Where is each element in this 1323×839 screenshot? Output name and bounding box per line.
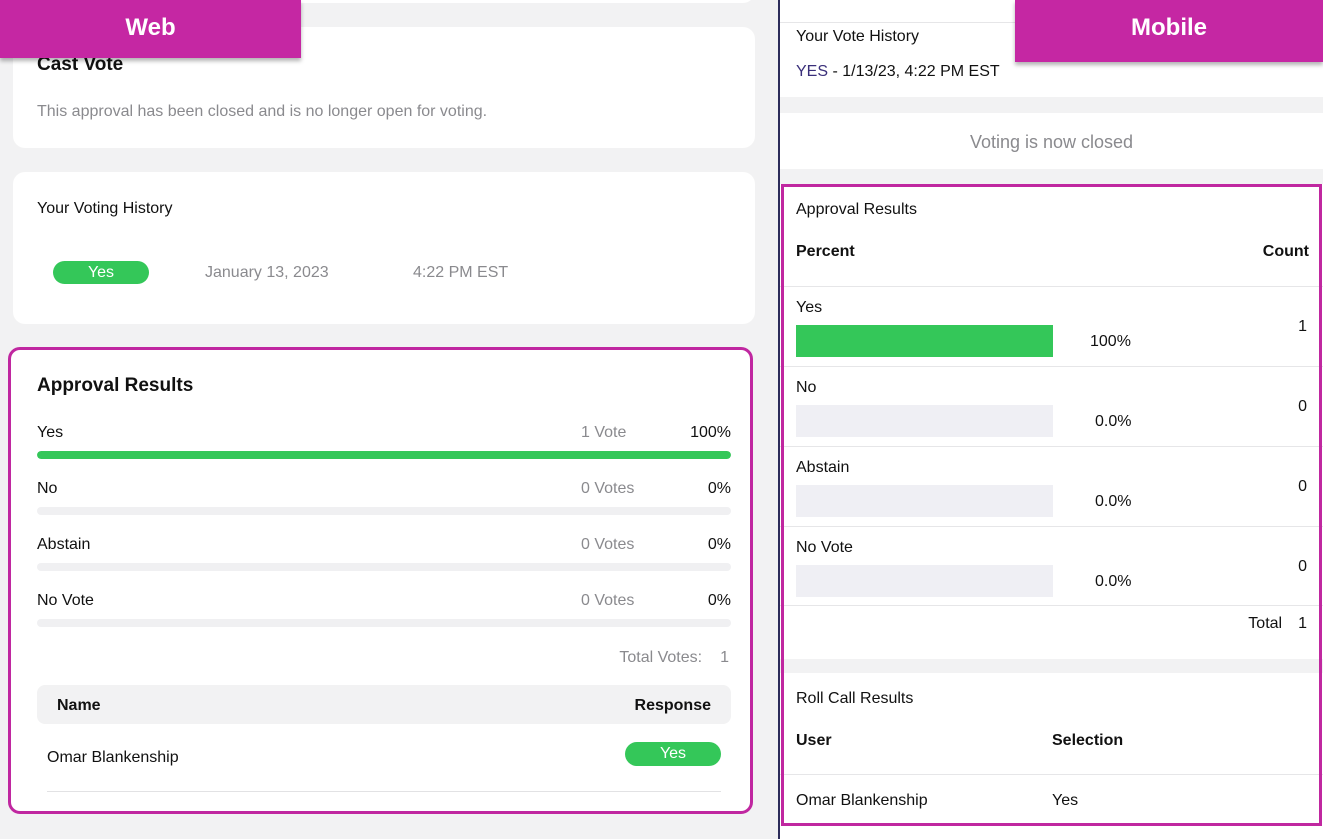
option-label: No Vote (796, 539, 853, 556)
vote-history-entry: YES - 1/13/23, 4:22 PM EST (796, 63, 1000, 81)
voting-closed-banner: Voting is now closed (780, 113, 1323, 169)
option-percent: 0.0% (1095, 413, 1132, 430)
total-votes-label: Total Votes: (619, 649, 703, 666)
divider (780, 446, 1323, 447)
divider (780, 366, 1323, 367)
option-progress-bar (37, 563, 731, 571)
option-label: Abstain (796, 459, 850, 476)
option-label: No (37, 480, 58, 497)
option-votes: 0 Votes (581, 592, 635, 609)
option-percent: 0% (707, 536, 731, 553)
web-panel: Cast Vote This approval has been closed … (0, 0, 755, 814)
result-option-abstain: Abstain 0 Votes 0% (37, 536, 731, 576)
approval-results-title: Approval Results (796, 201, 917, 218)
vote-history-response: YES (796, 63, 829, 80)
option-percent: 0.0% (1095, 493, 1132, 510)
divider (780, 605, 1323, 606)
option-progress-bar (796, 485, 1053, 517)
total-votes: Total Votes: 1 (619, 649, 729, 667)
mobile-option-abstain: Abstain 0.0% 0 (780, 459, 1323, 539)
option-progress-bar (796, 565, 1053, 597)
option-percent: 0% (707, 592, 731, 609)
roll-call-user: Omar Blankenship (796, 792, 928, 809)
option-count: 0 (1298, 478, 1307, 495)
voter-name: Omar Blankenship (47, 749, 179, 766)
previous-card (13, 0, 755, 3)
option-count: 1 (1298, 318, 1307, 335)
mobile-option-no: No 0.0% 0 (780, 379, 1323, 459)
mobile-roll-call: Roll Call Results User Selection Omar Bl… (780, 673, 1323, 839)
results-highlight-outline (781, 184, 1322, 826)
option-label: Abstain (37, 536, 91, 553)
option-progress-bar (796, 325, 1053, 357)
mobile-label-tag: Mobile (1015, 0, 1323, 62)
response-badge: Yes (625, 742, 721, 766)
column-header-selection: Selection (1052, 732, 1124, 749)
option-percent: 100% (690, 424, 731, 441)
web-label-tag: Web (0, 0, 301, 58)
responses-table-header: Name Response (37, 685, 731, 724)
vote-history-title: Your Vote History (796, 28, 920, 45)
result-option-no-vote: No Vote 0 Votes 0% (37, 592, 731, 632)
column-header-user: User (796, 732, 832, 749)
mobile-option-no-vote: No Vote 0.0% 0 (780, 539, 1323, 619)
roll-call-selection: Yes (1052, 792, 1079, 809)
cast-vote-title: Cast Vote (37, 54, 124, 75)
vote-history-detail: - 1/13/23, 4:22 PM EST (828, 63, 1000, 80)
option-label: No (796, 379, 817, 396)
voting-history-card: Your Voting History Yes January 13, 2023… (13, 172, 755, 324)
option-percent: 0% (707, 480, 731, 497)
cast-vote-closed-message: This approval has been closed and is no … (37, 103, 488, 120)
option-progress-fill (37, 451, 731, 459)
result-option-yes: Yes 1 Vote 100% (37, 424, 731, 464)
option-votes: 0 Votes (581, 536, 635, 553)
total-value: 1 (1298, 615, 1307, 632)
mobile-option-yes: Yes 100% 1 (780, 299, 1323, 379)
option-count: 0 (1298, 558, 1307, 575)
mobile-panel: Your Vote History YES - 1/13/23, 4:22 PM… (780, 0, 1323, 839)
result-option-no: No 0 Votes 0% (37, 480, 731, 520)
history-response-badge: Yes (53, 261, 149, 284)
total-votes-value: 1 (720, 649, 729, 666)
option-progress-bar (796, 405, 1053, 437)
roll-call-title: Roll Call Results (796, 690, 914, 707)
column-header-percent: Percent (796, 243, 855, 260)
divider (780, 774, 1323, 775)
column-header-response: Response (634, 697, 711, 714)
option-votes: 1 Vote (581, 424, 627, 441)
divider (780, 286, 1323, 287)
option-progress-bar (37, 619, 731, 627)
option-label: Yes (37, 424, 64, 441)
option-progress-bar (37, 451, 731, 459)
option-progress-fill (796, 325, 1053, 357)
voting-history-title: Your Voting History (37, 200, 173, 217)
history-date: January 13, 2023 (205, 264, 329, 281)
history-time: 4:22 PM EST (413, 264, 509, 281)
approval-results-title: Approval Results (37, 375, 194, 396)
divider (780, 526, 1323, 527)
option-percent: 100% (1090, 333, 1131, 350)
option-label: Yes (796, 299, 823, 316)
option-count: 0 (1298, 398, 1307, 415)
option-progress-bar (37, 507, 731, 515)
panel-divider (778, 0, 780, 839)
column-header-name: Name (57, 697, 101, 714)
column-header-count: Count (1262, 243, 1309, 260)
table-row: Omar Blankenship Yes (47, 742, 721, 792)
total-count: Total 1 (1248, 615, 1307, 633)
option-label: No Vote (37, 592, 94, 609)
approval-results-card: Approval Results Yes 1 Vote 100% No 0 Vo… (8, 347, 753, 814)
total-label: Total (1248, 615, 1283, 632)
option-votes: 0 Votes (581, 480, 635, 497)
mobile-approval-results: Approval Results Percent Count Yes 100% … (780, 184, 1323, 659)
option-percent: 0.0% (1095, 573, 1132, 590)
voting-closed-text: Voting is now closed (969, 132, 1134, 152)
